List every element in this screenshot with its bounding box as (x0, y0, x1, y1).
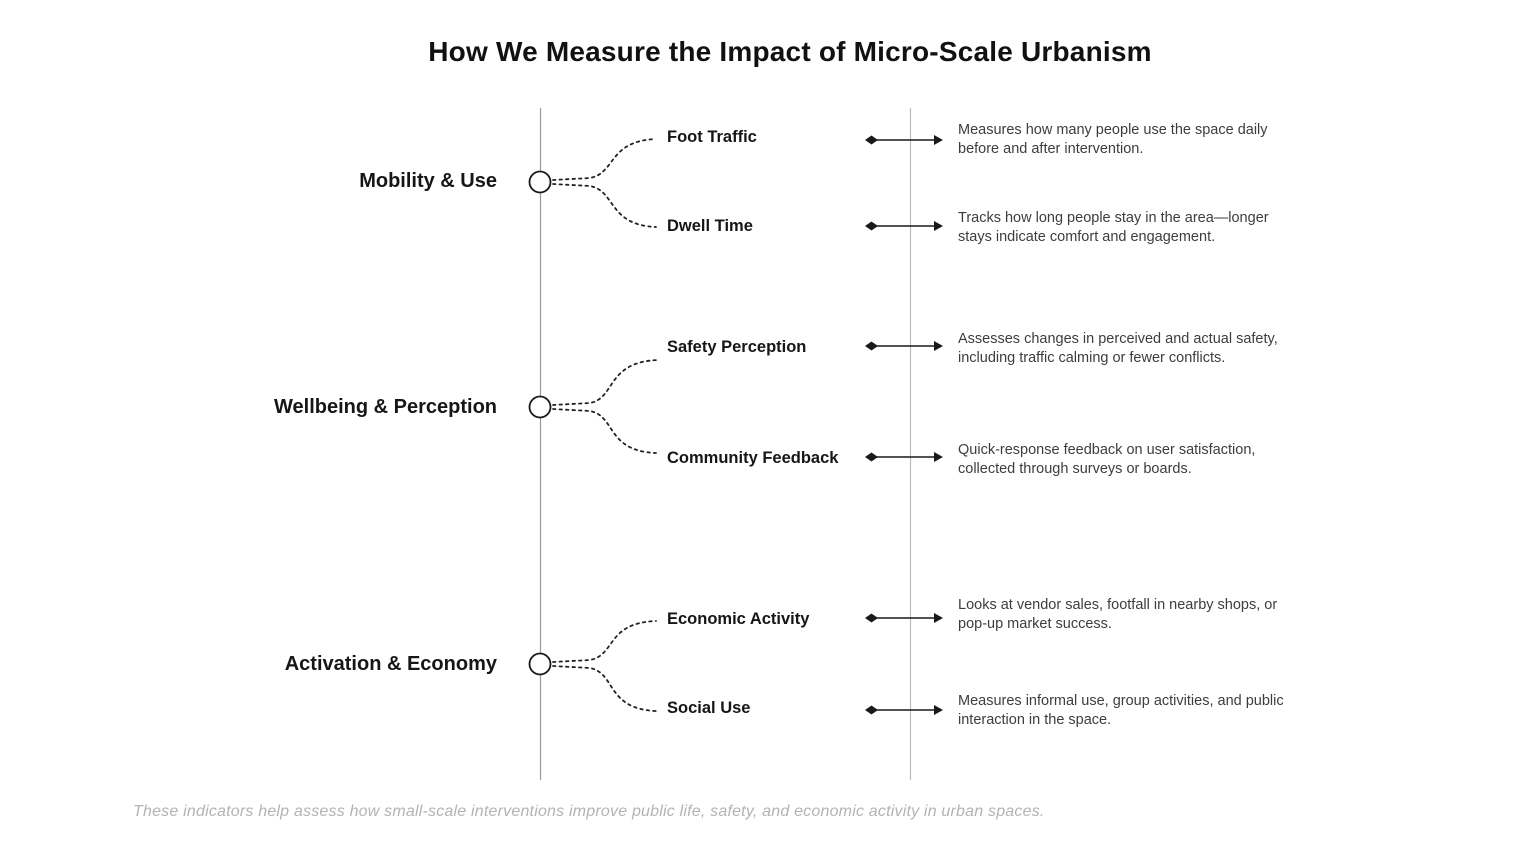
arrow-social-use (865, 705, 943, 715)
indicator-label-dwell-time: Dwell Time (667, 217, 753, 235)
indicator-description-community-feedback: Quick-response feedback on user satisfac… (958, 442, 1256, 477)
indicator-label-social-use: Social Use (667, 699, 751, 717)
page-title: How We Measure the Impact of Micro-Scale… (428, 36, 1152, 67)
arrow-community-feedback (865, 452, 943, 462)
node-activation-economy (528, 652, 552, 676)
indicator-label-economic-activity: Economic Activity (667, 610, 810, 628)
branch-economic-activity (552, 620, 657, 663)
footer-note: These indicators help assess how small-s… (133, 803, 1045, 820)
arrow-economic-activity (865, 613, 943, 623)
node-mobility-use (528, 170, 552, 194)
indicator-description-social-use: Measures informal use, group activities,… (958, 693, 1284, 728)
category-label-wellbeing-perception: Wellbeing & Perception (274, 396, 497, 418)
branch-safety-perception (552, 359, 659, 406)
indicator-label-community-feedback: Community Feedback (667, 449, 839, 467)
arrow-dwell-time (865, 221, 943, 231)
category-label-activation-economy: Activation & Economy (284, 653, 497, 675)
indicator-label-safety-perception: Safety Perception (667, 338, 807, 356)
arrow-foot-traffic (865, 135, 943, 145)
indicator-label-foot-traffic: Foot Traffic (667, 128, 757, 146)
branch-dwell-time (552, 183, 657, 228)
branch-community-feedback (552, 408, 657, 454)
indicator-description-dwell-time: Tracks how long people stay in the area—… (958, 210, 1269, 245)
branch-social-use (552, 665, 657, 712)
branch-foot-traffic (552, 138, 657, 181)
indicator-description-foot-traffic: Measures how many people use the space d… (958, 122, 1268, 157)
node-wellbeing-perception (528, 395, 552, 419)
indicator-description-economic-activity: Looks at vendor sales, footfall in nearb… (958, 597, 1278, 632)
category-label-mobility-use: Mobility & Use (359, 170, 497, 192)
arrow-safety-perception (865, 341, 943, 351)
indicator-description-safety-perception: Assesses changes in perceived and actual… (958, 331, 1278, 366)
